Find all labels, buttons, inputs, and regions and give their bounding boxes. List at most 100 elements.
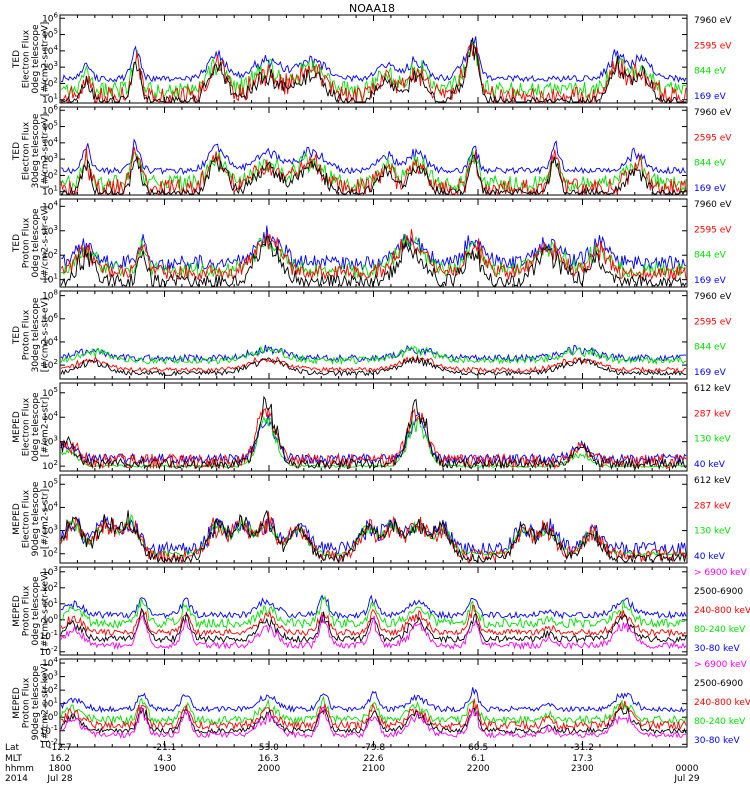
y-axis-label-line: Electron Flux bbox=[21, 121, 31, 180]
series-trace bbox=[60, 594, 687, 620]
legend-entry: 612 keV bbox=[694, 476, 731, 486]
y-axis-label: MEPED Proton Flux 0deg telescope [#/cm2-s-s… bbox=[12, 571, 51, 650]
axis-value: 0000 bbox=[676, 764, 699, 774]
legend-entry: 844 eV bbox=[694, 67, 727, 77]
legend-entry: > 6900 keV bbox=[694, 660, 748, 670]
y-axis-label-line: MEPED bbox=[12, 595, 22, 627]
y-axis-label-line: 0deg telescope bbox=[31, 576, 41, 646]
series-trace bbox=[60, 687, 687, 714]
axis-value: 60.5 bbox=[468, 743, 488, 753]
y-axis-label-line: TED bbox=[12, 50, 22, 69]
y-axis-label-line: Electron Flux bbox=[21, 397, 31, 456]
legend-entry: 240-800 keV bbox=[694, 606, 750, 616]
legend-entry: 2595 eV bbox=[694, 317, 732, 327]
y-axis-label-line: Proton Flux bbox=[21, 585, 31, 636]
series-trace bbox=[60, 614, 687, 651]
y-tick-label: 104 bbox=[42, 44, 58, 57]
y-axis-label-line: 0deg telescope bbox=[31, 392, 41, 462]
y-tick-label: 105 bbox=[42, 120, 58, 133]
series-trace bbox=[60, 695, 687, 726]
axis-value: 4.3 bbox=[158, 754, 172, 764]
y-tick-label: 106 bbox=[42, 312, 58, 325]
axis-value: 22.6 bbox=[363, 754, 383, 764]
axis-value: 2000 bbox=[257, 764, 280, 774]
legend-entry: 169 eV bbox=[694, 184, 727, 194]
y-tick-label: 104 bbox=[42, 136, 58, 149]
series-trace bbox=[60, 355, 687, 377]
y-axis-label-line: [#/cm2-s-str-keV] bbox=[40, 571, 50, 650]
axis-value: -31.2 bbox=[571, 743, 594, 753]
chart-title: NOAA18 bbox=[349, 2, 395, 15]
legend-entry: 2595 eV bbox=[694, 225, 732, 235]
legend-entry: 130 keV bbox=[694, 435, 731, 445]
panel-frame bbox=[59, 290, 688, 380]
legend-entry: 40 keV bbox=[694, 460, 726, 470]
y-axis-label-line: Proton Flux bbox=[21, 677, 31, 728]
y-tick-label: 104 bbox=[42, 500, 58, 513]
legend-entry: 40 keV bbox=[694, 552, 726, 562]
y-tick-label: 104 bbox=[42, 656, 58, 669]
y-tick-label: 10-1 bbox=[40, 724, 58, 737]
legend-entry: 844 eV bbox=[694, 159, 727, 169]
legend-entry: 80-240 keV bbox=[694, 717, 746, 727]
series-trace bbox=[61, 154, 687, 196]
y-tick-label: 101 bbox=[42, 597, 58, 610]
y-tick-label: 105 bbox=[42, 386, 58, 399]
legend-entry: 287 keV bbox=[694, 501, 731, 511]
y-tick-label: 106 bbox=[42, 103, 58, 116]
y-axis-label-line: [#/cm2-s-str-eV] bbox=[40, 22, 50, 97]
series-trace bbox=[61, 698, 687, 731]
y-tick-label: 102 bbox=[42, 547, 58, 560]
y-axis-label-line: TED bbox=[12, 326, 22, 345]
y-axis-label-line: TED bbox=[12, 234, 22, 253]
series-trace bbox=[60, 407, 687, 470]
y-tick-label: 105 bbox=[42, 477, 58, 490]
axis-value: 2100 bbox=[362, 764, 385, 774]
axis-value: Jul 28 bbox=[46, 774, 72, 784]
y-tick-label: 108 bbox=[42, 289, 58, 302]
legend-entry: 2500-6900 bbox=[694, 587, 743, 597]
panel-frame bbox=[59, 198, 688, 288]
axis-value: -12.7 bbox=[48, 743, 71, 753]
axis-value: 16.3 bbox=[259, 754, 279, 764]
y-tick-label: 104 bbox=[42, 410, 58, 423]
legend-entry: 2595 eV bbox=[694, 41, 732, 51]
series-trace bbox=[60, 234, 687, 279]
y-axis-label: TED Electron Flux 0deg telescope [#/cm2-s-s… bbox=[12, 22, 51, 97]
y-axis-label-line: MEPED bbox=[12, 503, 22, 535]
legend-entry: 30-80 keV bbox=[694, 736, 740, 746]
y-tick-label: 104 bbox=[42, 199, 58, 212]
y-tick-label: 10-2 bbox=[40, 645, 58, 658]
y-axis-label-line: MEPED bbox=[12, 687, 22, 719]
series-trace bbox=[60, 604, 687, 638]
y-axis-label-line: [#/cm2-s-str-keV] bbox=[40, 663, 50, 742]
legend-entry: 7960 eV bbox=[694, 292, 732, 302]
y-axis-label: MEPED Proton Flux 90deg telescope [#/cm2-s-… bbox=[12, 663, 51, 742]
y-tick-label: 103 bbox=[42, 524, 58, 537]
series-trace bbox=[60, 235, 687, 288]
y-axis-label-line: [#/cm2-s-str] bbox=[40, 489, 50, 549]
series-trace bbox=[60, 706, 687, 739]
series-trace bbox=[60, 395, 687, 471]
legend-entry: > 6900 keV bbox=[694, 568, 748, 578]
legend-entry: 7960 eV bbox=[694, 16, 732, 26]
series-trace bbox=[60, 706, 687, 735]
legend-entry: 169 eV bbox=[694, 368, 727, 378]
y-tick-label: 103 bbox=[42, 565, 58, 578]
panel-frame bbox=[59, 474, 688, 564]
panel-frame bbox=[59, 14, 688, 104]
y-axis-label-line: Proton Flux bbox=[21, 309, 31, 360]
series-trace bbox=[60, 37, 686, 104]
y-tick-label: 102 bbox=[42, 683, 58, 696]
axis-row-label: MLT bbox=[5, 754, 23, 764]
y-tick-label: 102 bbox=[42, 459, 58, 472]
series-trace bbox=[60, 36, 687, 83]
y-tick-label: 10-2 bbox=[40, 737, 58, 750]
y-tick-label: 103 bbox=[42, 670, 58, 683]
